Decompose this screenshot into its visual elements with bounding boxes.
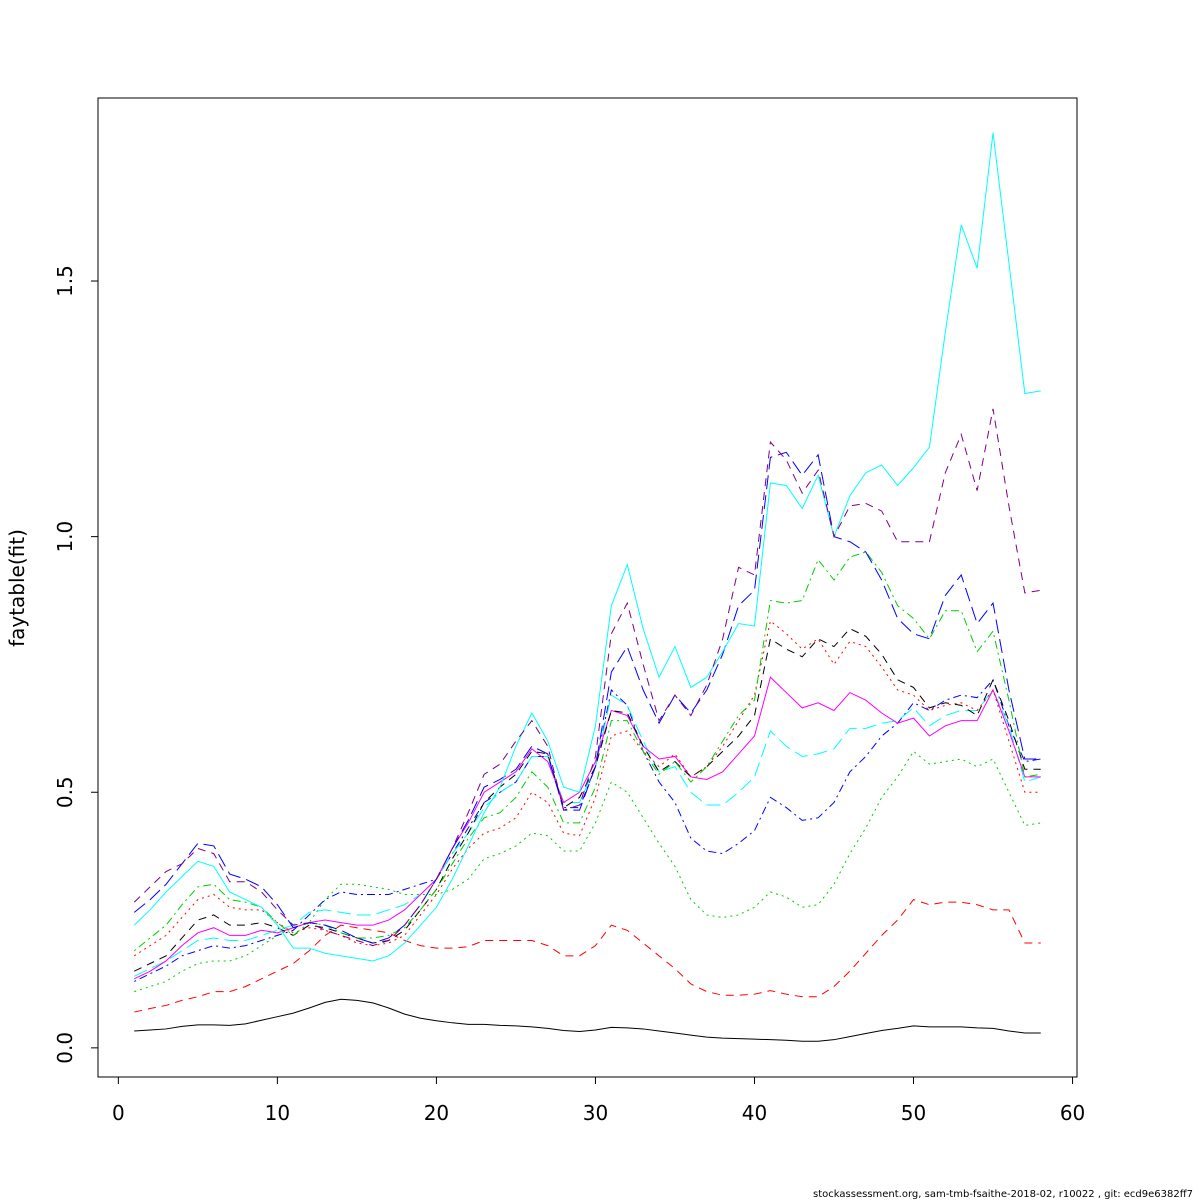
series-line <box>133 132 1041 962</box>
x-tick-label: 30 <box>583 1101 608 1125</box>
x-tick-label: 50 <box>901 1101 926 1125</box>
series-line <box>134 689 1041 977</box>
y-axis-label: faytable(fit) <box>5 529 29 647</box>
series-line <box>134 899 1041 1013</box>
x-tick-label: 20 <box>424 1101 449 1125</box>
x-tick-label: 0 <box>112 1101 125 1125</box>
plot-frame <box>97 97 1078 1078</box>
series-line <box>133 451 1041 944</box>
series-line <box>133 408 1041 947</box>
x-tick-label: 10 <box>265 1101 290 1125</box>
x-tick-label: 40 <box>742 1101 767 1125</box>
y-tick-label: 0.0 <box>53 1032 77 1064</box>
x-tick-label: 60 <box>1060 1101 1085 1125</box>
series-line <box>134 676 1041 980</box>
y-tick-label: 0.5 <box>53 776 77 808</box>
series-line <box>134 998 1041 1042</box>
series-line <box>133 551 1041 952</box>
series-line <box>134 678 1041 982</box>
series-line <box>134 628 1041 972</box>
y-tick-label: 1.5 <box>53 265 77 297</box>
footer: stockassessment.org, sam-tmb-fsaithe-201… <box>813 1189 1193 1200</box>
y-tick-label: 1.0 <box>53 521 77 553</box>
